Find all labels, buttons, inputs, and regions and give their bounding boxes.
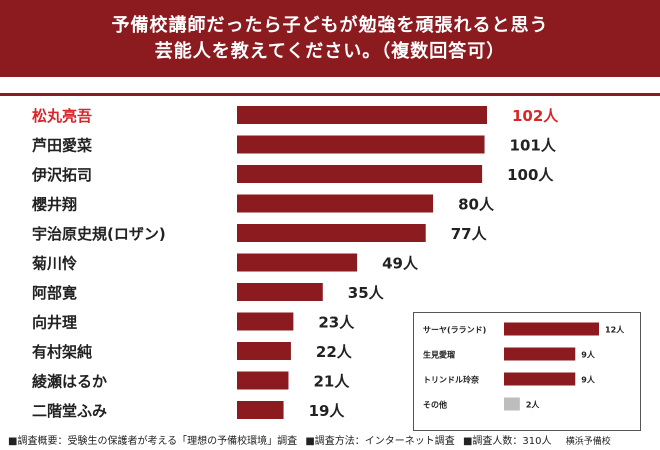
inset-category-label: トリンドル玲奈 — [423, 375, 480, 385]
inset-bar — [504, 372, 576, 386]
footer: ■調査概要：受験生の保護者が考える「理想の予備校環境」調査 ■調査方法：インター… — [8, 432, 616, 447]
category-label: 綾瀬はるか — [32, 373, 107, 391]
value-label: 22人 — [316, 343, 353, 361]
inset-category-label: サーヤ(ラランド) — [423, 326, 486, 335]
bar — [237, 106, 487, 124]
bar — [237, 312, 294, 331]
category-label: 宇治原史規(ロザン) — [32, 225, 166, 243]
value-label: 23人 — [318, 314, 355, 332]
footer-count: ■調査人数：310人 — [462, 436, 552, 447]
value-label: 102人 — [512, 107, 559, 125]
footer-method: ■調査方法：インターネット調査 — [305, 436, 455, 447]
bar — [237, 283, 323, 301]
category-label: 伊沢拓司 — [31, 166, 92, 184]
bar — [237, 371, 289, 390]
value-label: 21人 — [313, 373, 350, 391]
inset-value-label: 9人 — [581, 350, 596, 360]
inset-bar — [504, 397, 520, 411]
bar — [237, 194, 434, 213]
inset-panel: サーヤ(ラランド) 12人 生見愛瑠 9人 トリンドル玲奈 9人 その他 2人 — [413, 312, 641, 431]
title-line-2: 芸能人を教えてください。（複数回答可） — [154, 40, 506, 62]
value-label: 19人 — [309, 402, 346, 420]
value-label: 80人 — [458, 196, 495, 214]
inset-bar — [504, 322, 599, 336]
footer-brand: 横浜予備校 — [565, 437, 611, 447]
bar — [237, 135, 485, 154]
category-label: 菊川怜 — [32, 255, 77, 273]
inset-category-label: その他 — [423, 400, 447, 410]
value-label: 49人 — [382, 255, 419, 273]
title-line-1: 予備校講師だったら子どもが勉強を頑張れると思う — [111, 14, 549, 36]
bar — [237, 401, 284, 419]
divider — [0, 93, 660, 96]
category-label: 櫻井翔 — [31, 196, 77, 214]
bar — [237, 342, 291, 360]
category-label: 有村架純 — [32, 343, 92, 361]
value-label: 101人 — [510, 137, 557, 155]
inset-value-label: 9人 — [581, 375, 596, 385]
inset-bar — [504, 347, 576, 361]
category-label: 向井理 — [32, 314, 77, 332]
bar — [237, 165, 483, 183]
category-label: 阿部寛 — [32, 284, 77, 302]
value-label: 77人 — [451, 225, 488, 243]
category-label: 松丸亮吾 — [32, 107, 92, 125]
category-label: 芦田愛菜 — [32, 137, 92, 155]
footer-overview: ■調査概要：受験生の保護者が考える「理想の予備校環境」調査 — [8, 436, 298, 447]
inset-category-label: 生見愛瑠 — [423, 350, 455, 360]
inset-value-label: 2人 — [526, 400, 541, 410]
value-label: 35人 — [348, 284, 385, 302]
bar — [237, 253, 358, 272]
category-label: 二階堂ふみ — [32, 402, 107, 420]
inset-value-label: 12人 — [605, 325, 625, 335]
bar — [237, 224, 426, 242]
value-label: 100人 — [507, 166, 554, 184]
title-banner: 予備校講師だったら子どもが勉強を頑張れると思う 芸能人を教えてください。（複数回… — [0, 0, 660, 77]
